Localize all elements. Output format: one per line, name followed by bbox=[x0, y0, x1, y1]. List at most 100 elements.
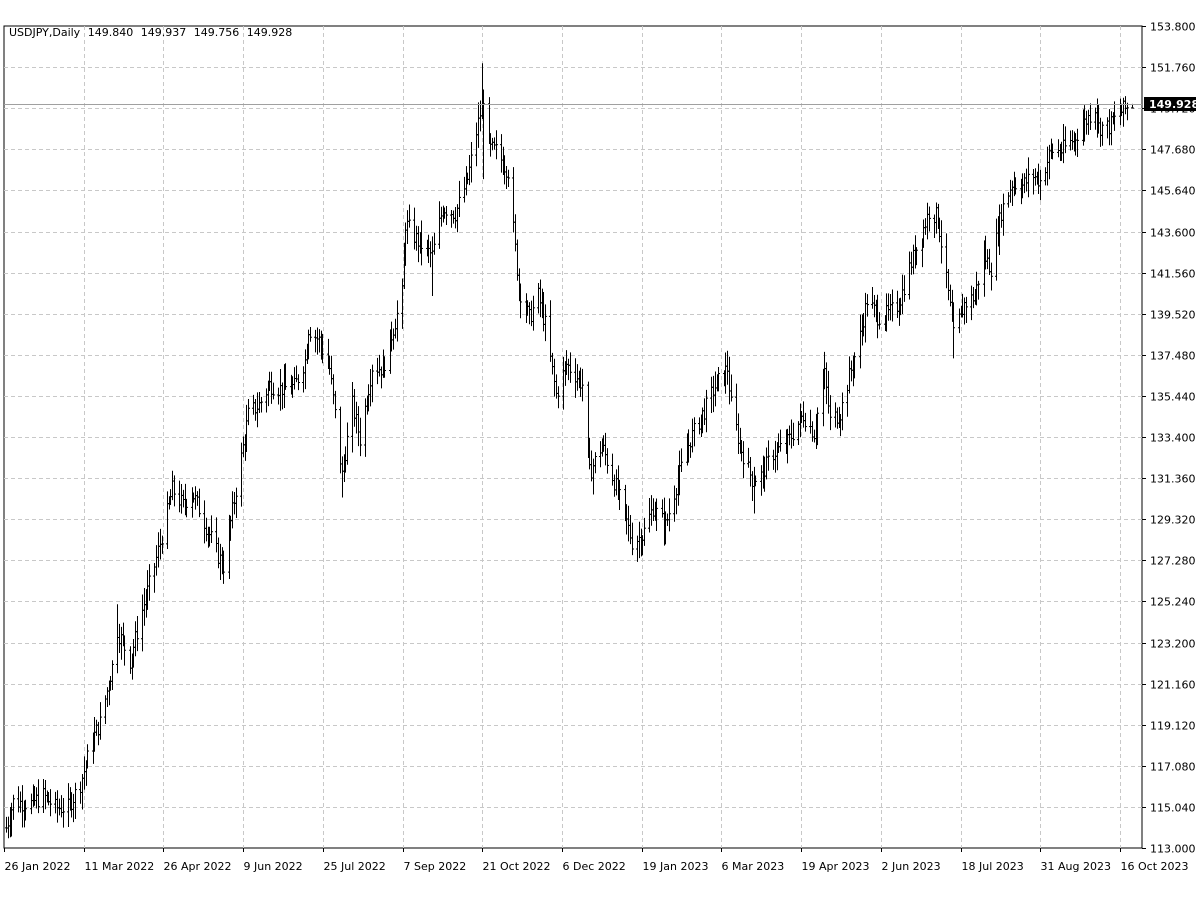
ohlc-bar bbox=[737, 413, 740, 455]
ohlc-bar bbox=[173, 475, 176, 507]
ohlc-bar bbox=[433, 232, 436, 255]
ohlc-bar bbox=[668, 498, 671, 532]
ohlc-bar bbox=[222, 550, 225, 584]
ohlc-bar bbox=[123, 635, 126, 666]
ohlc-bar bbox=[549, 300, 552, 362]
ohlc-bar bbox=[945, 233, 948, 289]
ohlc-bar bbox=[553, 358, 556, 397]
ohlc-bar bbox=[1057, 139, 1060, 158]
ohlc-bar bbox=[788, 425, 791, 446]
ohlc-bar bbox=[507, 169, 510, 188]
ohlc-bar bbox=[438, 201, 441, 249]
y-tick-label: 115.040 bbox=[1150, 802, 1196, 815]
ohlc-bar bbox=[689, 442, 692, 458]
ohlc-bar bbox=[99, 702, 102, 740]
ohlc-bar bbox=[371, 364, 374, 403]
ohlc-bar bbox=[528, 302, 531, 325]
close-value: 149.928 bbox=[246, 26, 293, 39]
ohlc-bar bbox=[1044, 167, 1047, 186]
ohlc-bar bbox=[475, 122, 478, 167]
y-tick-label: 129.320 bbox=[1150, 514, 1196, 527]
ohlc-bar bbox=[413, 207, 416, 250]
ohlc-bar bbox=[908, 251, 911, 300]
ohlc-bar bbox=[178, 480, 181, 513]
ohlc-bar bbox=[408, 204, 411, 228]
ohlc-bar bbox=[242, 436, 245, 458]
ohlc-bar bbox=[539, 279, 542, 318]
ohlc-bar bbox=[889, 294, 892, 321]
ohlc-bar bbox=[594, 452, 597, 474]
chart-header: USDJPY,Daily 149.840 149.937 149.756 149… bbox=[9, 26, 296, 39]
ohlc-bar bbox=[995, 218, 998, 281]
ohlc-bar bbox=[834, 402, 837, 428]
ohlc-bar bbox=[198, 488, 201, 518]
x-tick-label: 21 Oct 2022 bbox=[483, 860, 551, 873]
y-tick-label: 135.440 bbox=[1150, 391, 1196, 404]
y-tick-label: 117.080 bbox=[1150, 761, 1196, 774]
ohlc-bar bbox=[813, 429, 816, 443]
ohlc-bar bbox=[1051, 143, 1054, 160]
ohlc-bar bbox=[581, 368, 584, 402]
x-tick-label: 6 Mar 2023 bbox=[722, 860, 785, 873]
ohlc-bar bbox=[180, 483, 183, 514]
ohlc-bar bbox=[965, 296, 968, 324]
open-value: 149.840 bbox=[87, 26, 134, 39]
ohlc-bar bbox=[452, 210, 455, 224]
ohlc-bar bbox=[330, 355, 333, 385]
ohlc-bar bbox=[551, 352, 554, 375]
ohlc-bar bbox=[1062, 124, 1065, 164]
ohlc-bar bbox=[302, 366, 305, 393]
ohlc-bar bbox=[318, 329, 321, 353]
ohlc-bar bbox=[83, 756, 86, 790]
ohlc-bar bbox=[811, 421, 814, 442]
y-tick-label: 141.560 bbox=[1150, 268, 1196, 281]
ohlc-bar bbox=[829, 395, 832, 431]
y-tick-label: 151.760 bbox=[1150, 62, 1196, 75]
ohlc-bar bbox=[655, 498, 658, 531]
ohlc-bar bbox=[827, 370, 830, 414]
ohlc-bar bbox=[44, 779, 47, 810]
ohlc-bar bbox=[972, 287, 975, 309]
ohlc-bar bbox=[1101, 121, 1104, 146]
ohlc-bar bbox=[1064, 126, 1067, 154]
ohlc-bar bbox=[60, 795, 63, 818]
y-tick-label: 143.600 bbox=[1150, 227, 1196, 240]
ohlc-bar bbox=[148, 564, 151, 601]
ohlc-bar bbox=[359, 417, 362, 457]
ohlc-bar bbox=[717, 367, 720, 392]
ohlc-bar bbox=[887, 293, 890, 321]
ohlc-bar bbox=[417, 226, 420, 263]
y-tick-label: 127.280 bbox=[1150, 555, 1196, 568]
ohlc-bar bbox=[866, 294, 869, 317]
x-tick-label: 6 Dec 2022 bbox=[563, 860, 626, 873]
ohlc-bar bbox=[129, 646, 132, 674]
ohlc-bar bbox=[353, 389, 356, 427]
ohlc-bar bbox=[396, 300, 399, 342]
ohlc-bar bbox=[532, 295, 535, 331]
ohlc-bar bbox=[74, 782, 77, 820]
ohlc-bar bbox=[166, 491, 169, 550]
ohlc-bar bbox=[749, 456, 752, 487]
y-tick-label: 125.240 bbox=[1150, 596, 1196, 609]
x-tick-label: 26 Apr 2022 bbox=[164, 860, 232, 873]
ohlc-bar bbox=[1076, 128, 1079, 157]
ohlc-bar bbox=[673, 485, 676, 522]
ohlc-bar bbox=[1099, 117, 1102, 147]
ohlc-bar bbox=[111, 660, 114, 691]
ohlc-bar bbox=[949, 284, 952, 307]
ohlc-bar bbox=[606, 448, 609, 474]
ohlc-bar bbox=[86, 744, 89, 769]
ohlc-bar bbox=[54, 791, 57, 814]
ohlc-bar bbox=[415, 225, 418, 251]
ohlc-bar bbox=[458, 180, 461, 218]
ohlc-bar bbox=[1048, 144, 1051, 180]
ohlc-bar bbox=[341, 456, 344, 498]
ohlc-bar bbox=[141, 594, 144, 652]
ohlc-bar bbox=[364, 398, 367, 457]
ohlc-bar bbox=[67, 783, 70, 828]
ohlc-bar bbox=[986, 249, 989, 270]
ohlc-bar bbox=[500, 134, 503, 173]
ohlc-bar bbox=[648, 498, 651, 533]
x-tick-label: 9 Jun 2022 bbox=[244, 860, 303, 873]
